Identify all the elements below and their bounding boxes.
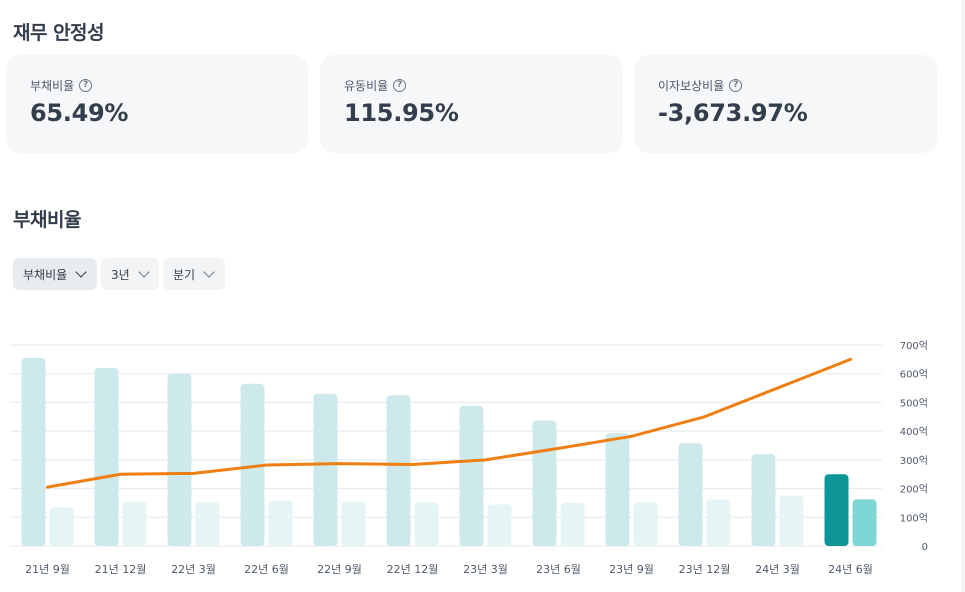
y-tick-label: 500억 xyxy=(900,397,928,409)
bar-primary xyxy=(21,357,46,546)
bar-primary xyxy=(678,443,703,546)
line-point xyxy=(411,462,414,466)
x-tick-label: 23년 9월 xyxy=(609,563,654,576)
chevron-down-icon xyxy=(138,266,150,278)
debt-ratio-section-title: 부채비율 xyxy=(13,209,81,231)
bar-primary xyxy=(313,393,338,546)
bar-primary xyxy=(459,405,484,546)
bar-secondary xyxy=(706,499,731,546)
line-series xyxy=(46,357,852,489)
bar-secondary xyxy=(414,502,439,546)
scrollbar[interactable] xyxy=(961,0,965,592)
bar-secondary xyxy=(560,502,585,546)
chevron-down-icon xyxy=(75,266,87,278)
bar-secondary xyxy=(487,504,512,546)
bar-primary xyxy=(386,395,411,546)
help-icon[interactable]: ? xyxy=(729,79,743,92)
y-tick-label: 700억 xyxy=(900,340,928,352)
line-point xyxy=(484,458,487,462)
x-tick-label: 23년 3월 xyxy=(463,563,508,576)
bar-primary xyxy=(824,474,849,546)
bar-secondary xyxy=(633,502,658,546)
line-point xyxy=(192,471,195,475)
interval-dropdown[interactable]: 분기 xyxy=(163,258,225,290)
y-tick-label: 200억 xyxy=(900,484,928,496)
current-ratio-value: 115.95% xyxy=(344,99,459,127)
interest-coverage-value: -3,673.97% xyxy=(658,99,808,127)
x-tick-label: 21년 9월 xyxy=(25,563,70,576)
debt-ratio-label: 부채비율 xyxy=(30,79,75,93)
interest-coverage-card[interactable]: 이자보상비율 ? -3,673.97% xyxy=(634,55,937,153)
interest-coverage-label: 이자보상비율 xyxy=(658,79,725,93)
y-tick-label: 400억 xyxy=(900,426,928,438)
y-tick-label: 100억 xyxy=(900,512,928,524)
x-tick-label: 22년 3월 xyxy=(171,563,216,576)
line-point xyxy=(703,415,706,419)
bar-secondary xyxy=(49,507,74,546)
y-tick-label: 0 xyxy=(922,542,928,553)
debt-ratio-value: 65.49% xyxy=(30,99,129,127)
financial-stability-title: 재무 안정성 xyxy=(13,22,105,44)
interval-dropdown-label: 분기 xyxy=(173,267,196,282)
x-tick-label: 23년 12월 xyxy=(679,563,731,576)
line-point xyxy=(46,485,49,489)
x-tick-label: 21년 12월 xyxy=(95,563,147,576)
help-icon[interactable]: ? xyxy=(79,79,93,92)
period-dropdown[interactable]: 3년 xyxy=(101,258,159,290)
bar-secondary xyxy=(852,499,877,546)
line-point xyxy=(338,462,341,466)
y-tick-label: 600억 xyxy=(900,369,928,381)
x-tick-label: 22년 9월 xyxy=(317,563,362,576)
y-tick-label: 300억 xyxy=(900,455,928,467)
help-icon[interactable]: ? xyxy=(393,79,407,92)
bar-secondary xyxy=(268,500,293,546)
bar-secondary xyxy=(341,501,366,546)
line-point xyxy=(557,446,560,450)
debt-ratio-card[interactable]: 부채비율 ? 65.49% xyxy=(6,55,308,153)
line-point xyxy=(265,463,268,467)
bar-primary xyxy=(167,373,192,546)
bar-primary xyxy=(532,420,557,546)
bar-primary xyxy=(240,383,265,546)
chevron-down-icon xyxy=(203,266,215,278)
current-ratio-card[interactable]: 유동비율 ? 115.95% xyxy=(320,55,623,153)
current-ratio-label: 유동비율 xyxy=(344,79,389,93)
line-point xyxy=(849,357,852,361)
x-tick-label: 22년 12월 xyxy=(387,563,439,576)
line-point xyxy=(776,386,779,390)
bar-primary xyxy=(751,454,776,546)
bar-secondary xyxy=(779,495,804,546)
metric-dropdown[interactable]: 부채비율 xyxy=(13,258,97,290)
bar-primary xyxy=(94,367,119,546)
line-point xyxy=(630,434,633,438)
bar-secondary xyxy=(122,501,147,546)
x-tick-label: 24년 3월 xyxy=(755,563,800,576)
bar-primary xyxy=(605,433,630,546)
bar-secondary xyxy=(195,502,220,546)
debt-ratio-chart: 0 100억 200억 300억 400억 500억 600억 700억 21년 9월 21년 1… xyxy=(10,340,928,576)
x-tick-label: 23년 6월 xyxy=(536,563,581,576)
line-point xyxy=(119,472,122,476)
x-tick-label: 22년 6월 xyxy=(244,563,289,576)
period-dropdown-label: 3년 xyxy=(111,267,130,282)
x-tick-label: 24년 6월 xyxy=(828,563,873,576)
metric-dropdown-label: 부채비율 xyxy=(23,267,68,282)
